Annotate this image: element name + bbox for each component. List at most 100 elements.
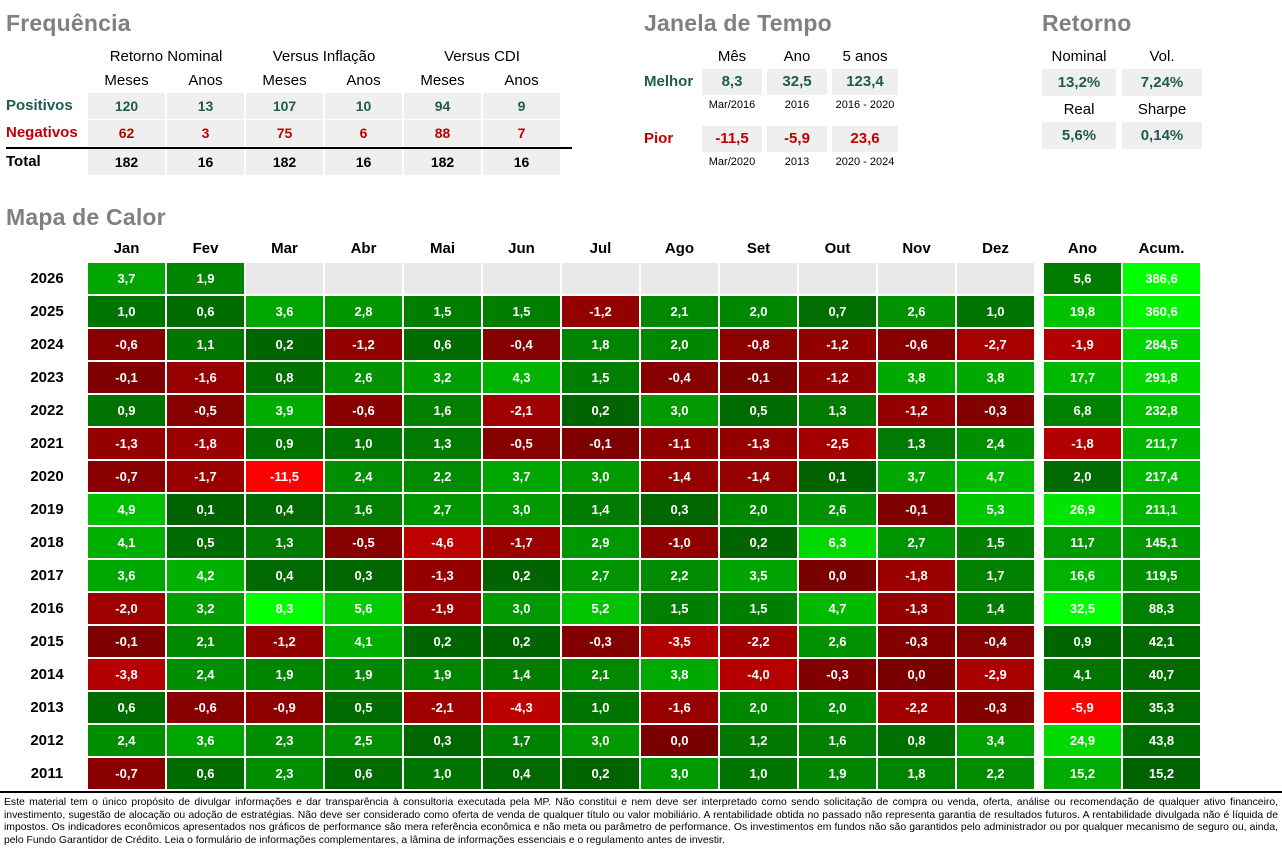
pior-period-label: 2020 - 2024	[835, 156, 895, 168]
spacer	[1036, 626, 1044, 657]
heatmap-cell: 1,8	[562, 329, 639, 360]
freq-subheader: Anos	[188, 72, 223, 89]
freq-value-cell: 182	[404, 149, 481, 175]
heatmap-cell: -1,6	[167, 362, 244, 393]
heatmap-cell: -4,6	[404, 527, 481, 558]
heatmap-ano-cell: 6,8	[1044, 395, 1121, 426]
heatmap-cell: 0,3	[404, 725, 481, 756]
freq-row: Negativos 62 3 75 6 88 7	[6, 120, 572, 146]
janela-de-tempo-section: Janela de Tempo Mês Ano 5 anos Melhor 8,3 32,…	[644, 10, 904, 172]
heatmap-year-label: 2013	[30, 699, 64, 716]
freq-subheader: Meses	[104, 72, 149, 89]
heatmap-cell: 2,4	[88, 725, 165, 756]
heatmap-cell: 3,6	[246, 296, 323, 327]
heatmap-col-header: Jun	[508, 240, 535, 257]
heatmap-cell: 0,9	[246, 428, 323, 459]
heatmap-cell: 0,1	[799, 461, 876, 492]
heatmap-cell	[246, 263, 323, 294]
heatmap-acum-cell: 35,3	[1123, 692, 1200, 723]
heatmap-cell: 3,8	[957, 362, 1034, 393]
heatmap-cell: 2,0	[799, 692, 876, 723]
freq-row-label: Total	[6, 153, 41, 170]
heatmap-row: 2018 4,1 0,5 1,3 -0,5 -4,6 -1,7 2,9 -1,0 0,2 6,3 2,…	[6, 527, 1202, 558]
heatmap-cell: 3,4	[957, 725, 1034, 756]
heatmap-cell: 2,4	[167, 659, 244, 690]
heatmap-acum-cell: 15,2	[1123, 758, 1200, 789]
heatmap-cell: 0,6	[88, 692, 165, 723]
heatmap-cell: 1,5	[720, 593, 797, 624]
heatmap-cell: 3,0	[483, 494, 560, 525]
heatmap-cell: 1,7	[957, 560, 1034, 591]
heatmap-cell: -0,1	[720, 362, 797, 393]
melhor-period-label: 2016	[784, 99, 810, 111]
heatmap-cell: 1,5	[957, 527, 1034, 558]
heatmap-cell: 0,2	[562, 758, 639, 789]
heatmap-cell: 1,9	[799, 758, 876, 789]
spacer	[1036, 692, 1044, 723]
heatmap-cell: -4,0	[720, 659, 797, 690]
heatmap-cell: -0,3	[957, 692, 1034, 723]
pior-period-label: Mar/2020	[708, 156, 756, 168]
janela-title: Janela de Tempo	[644, 10, 832, 36]
heatmap-cell: 2,2	[404, 461, 481, 492]
heatmap-cell: -0,1	[88, 362, 165, 393]
heatmap-row: 2023 -0,1 -1,6 0,8 2,6 3,2 4,3 1,5 -0,4 -0,1 -1,2 3…	[6, 362, 1202, 393]
heatmap-cell: -0,5	[325, 527, 402, 558]
heatmap-cell: 1,4	[483, 659, 560, 690]
heatmap-cell: 0,5	[325, 692, 402, 723]
heatmap-cell: 5,3	[957, 494, 1034, 525]
heatmap-cell: 3,8	[641, 659, 718, 690]
melhor-value-cell: 32,5	[767, 69, 827, 95]
janela-col-header: Ano	[783, 48, 811, 65]
heatmap-col-header: Abr	[350, 240, 377, 257]
heatmap-year-label: 2011	[30, 765, 64, 782]
heatmap-cell: -2,1	[404, 692, 481, 723]
heatmap-cell: -0,7	[88, 758, 165, 789]
heatmap-cell: 0,8	[878, 725, 955, 756]
heatmap-cell: 1,5	[641, 593, 718, 624]
retorno-col-header: Vol.	[1149, 48, 1175, 65]
spacer	[1036, 725, 1044, 756]
freq-value-cell: 75	[246, 120, 323, 146]
heatmap-cell: -1,2	[325, 329, 402, 360]
freq-value-cell: 182	[88, 149, 165, 175]
spacer	[1036, 296, 1044, 327]
retorno-value-row: 5,6% 0,14%	[1042, 122, 1212, 149]
heatmap-cell: 3,0	[483, 593, 560, 624]
heatmap-year-label: 2014	[30, 666, 64, 683]
heatmap-year-label: 2026	[30, 270, 64, 287]
heatmap-cell: -0,3	[957, 395, 1034, 426]
freq-value-cell: 3	[167, 120, 244, 146]
heatmap-cell: 4,1	[88, 527, 165, 558]
heatmap-cell: -1,2	[799, 362, 876, 393]
freq-value-cell: 6	[325, 120, 402, 146]
janela-table: Mês Ano 5 anos Melhor 8,3 32,5 123,4 Mar/2016 20…	[644, 45, 904, 172]
heatmap-cell: 1,0	[404, 758, 481, 789]
heatmap-col-header: Ago	[664, 240, 695, 257]
heatmap-col-header: Dez	[982, 240, 1009, 257]
spacer	[1036, 428, 1044, 459]
janela-col-header: Mês	[717, 48, 747, 65]
heatmap-ano-cell: 2,0	[1044, 461, 1121, 492]
heatmap-year-label: 2018	[30, 534, 64, 551]
heatmap-cell: 0,6	[167, 296, 244, 327]
heatmap-cell: 1,9	[404, 659, 481, 690]
spacer	[1036, 395, 1044, 426]
heatmap-cell: 2,1	[641, 296, 718, 327]
heatmap-cell: -2,1	[483, 395, 560, 426]
retorno-value-cell: 5,6%	[1042, 122, 1116, 149]
heatmap-cell: -1,2	[562, 296, 639, 327]
heatmap-cell: -0,6	[878, 329, 955, 360]
heatmap-cell: 3,5	[720, 560, 797, 591]
heatmap-cell: -0,4	[641, 362, 718, 393]
heatmap-year-label: 2024	[30, 336, 64, 353]
heatmap-cell: 1,0	[720, 758, 797, 789]
heatmap-cell: 3,2	[404, 362, 481, 393]
heatmap-header-row: Jan Fev Mar Abr Mai Jun Jul Ago Set Out Nov Dez Ano A…	[6, 239, 1202, 259]
heatmap-cell: -1,4	[641, 461, 718, 492]
spacer	[1036, 239, 1044, 259]
retorno-col-header: Real	[1063, 101, 1095, 118]
heatmap-cell	[799, 263, 876, 294]
frequencia-title: Frequência	[6, 10, 131, 36]
heatmap-ano-cell: 24,9	[1044, 725, 1121, 756]
